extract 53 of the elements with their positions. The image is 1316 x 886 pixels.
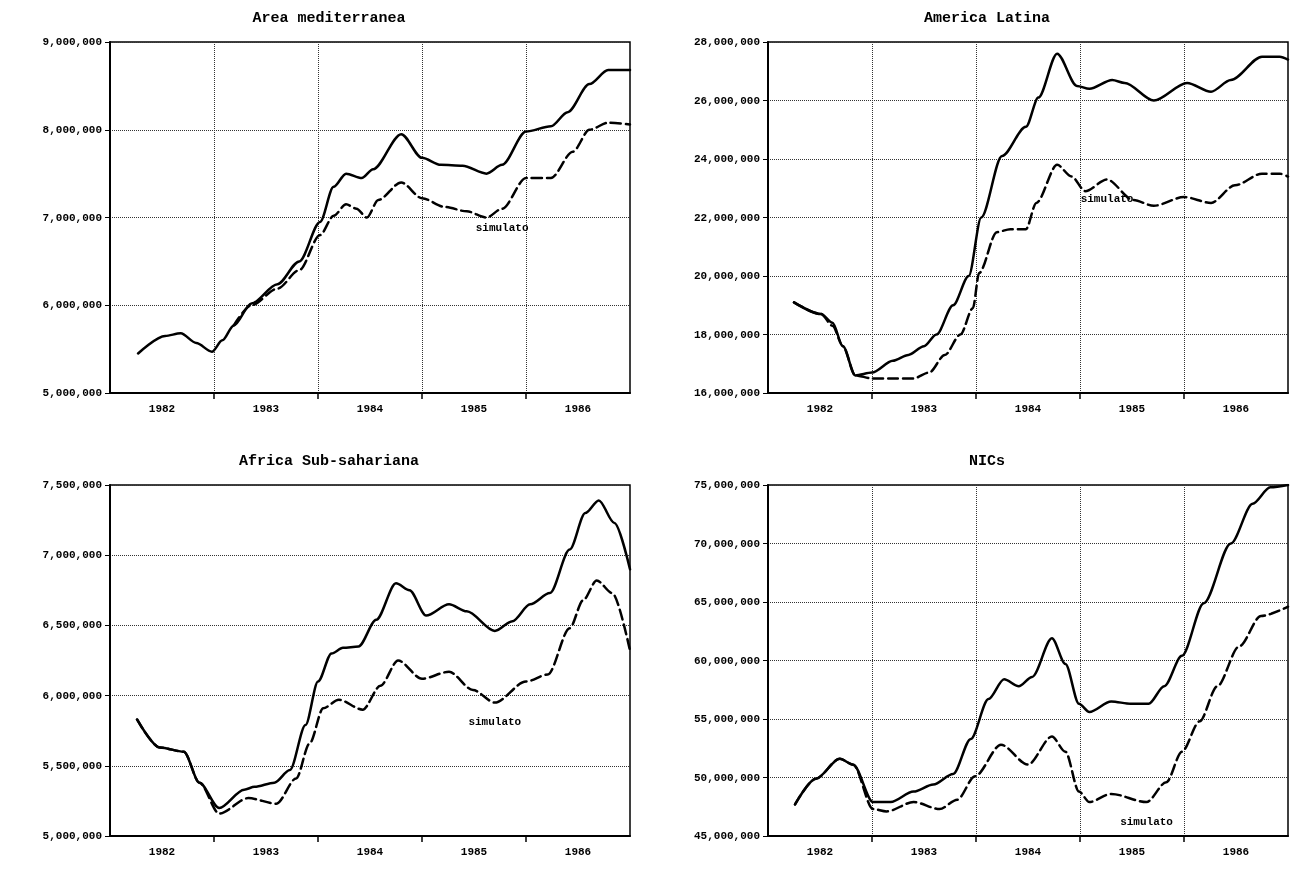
y-tick-label: 45,000,000	[693, 830, 760, 842]
y-tick-label: 50,000,000	[693, 771, 760, 784]
series-label: simulato	[1120, 815, 1174, 828]
x-tick-label: 1984	[1014, 402, 1042, 415]
y-tick-label: 65,000,000	[693, 596, 760, 608]
x-tick-label: 1984	[1014, 845, 1042, 858]
x-tick-label: 1983	[252, 402, 280, 415]
chart-title: NICs	[968, 453, 1006, 470]
x-tick-label: 1986	[1222, 402, 1250, 415]
y-tick-label: 9,000,000	[42, 36, 102, 48]
x-tick-label: 1985	[460, 402, 488, 415]
y-tick-label: 5,000,000	[42, 830, 102, 842]
y-tick-label: 5,000,000	[42, 387, 102, 399]
x-tick-label: 1984	[356, 402, 384, 415]
x-tick-label: 1983	[252, 845, 280, 858]
y-tick-label: 6,000,000	[42, 299, 102, 312]
y-tick-label: 7,500,000	[42, 479, 102, 491]
y-tick-label: 55,000,000	[693, 713, 760, 725]
y-tick-label: 6,000,000	[42, 689, 102, 702]
y-tick-label: 18,000,000	[693, 328, 760, 341]
y-tick-label: 5,500,000	[42, 759, 102, 772]
series-label: simulato	[468, 716, 522, 729]
y-tick-label: 22,000,000	[693, 211, 760, 224]
y-tick-label: 70,000,000	[693, 537, 760, 550]
y-tick-label: 26,000,000	[693, 94, 760, 107]
chart-title: Area mediterranea	[252, 10, 406, 27]
chart-title: America Latina	[923, 10, 1051, 27]
x-tick-label: 1982	[806, 402, 834, 415]
x-tick-label: 1982	[148, 845, 176, 858]
x-tick-label: 1985	[1118, 845, 1146, 858]
y-tick-label: 75,000,000	[693, 479, 760, 491]
x-tick-label: 1983	[910, 402, 938, 415]
y-tick-label: 7,000,000	[42, 549, 102, 562]
chart-title: Africa Sub-sahariana	[238, 453, 420, 470]
x-tick-label: 1982	[148, 402, 176, 415]
x-tick-label: 1982	[806, 845, 834, 858]
x-tick-label: 1984	[356, 845, 384, 858]
y-tick-label: 6,500,000	[42, 619, 102, 632]
x-tick-label: 1985	[1118, 402, 1146, 415]
x-tick-label: 1983	[910, 845, 938, 858]
series-label: simulato	[475, 222, 529, 235]
y-tick-label: 7,000,000	[42, 211, 102, 224]
x-tick-label: 1986	[564, 402, 592, 415]
series-label: simulato	[1080, 192, 1134, 205]
x-tick-label: 1986	[564, 845, 592, 858]
y-tick-label: 16,000,000	[693, 387, 760, 399]
y-tick-label: 20,000,000	[693, 270, 760, 282]
x-tick-label: 1986	[1222, 845, 1250, 858]
y-tick-label: 8,000,000	[42, 123, 102, 136]
y-tick-label: 28,000,000	[693, 36, 760, 48]
y-tick-label: 24,000,000	[693, 153, 760, 165]
y-tick-label: 60,000,000	[693, 654, 760, 667]
x-tick-label: 1985	[460, 845, 488, 858]
